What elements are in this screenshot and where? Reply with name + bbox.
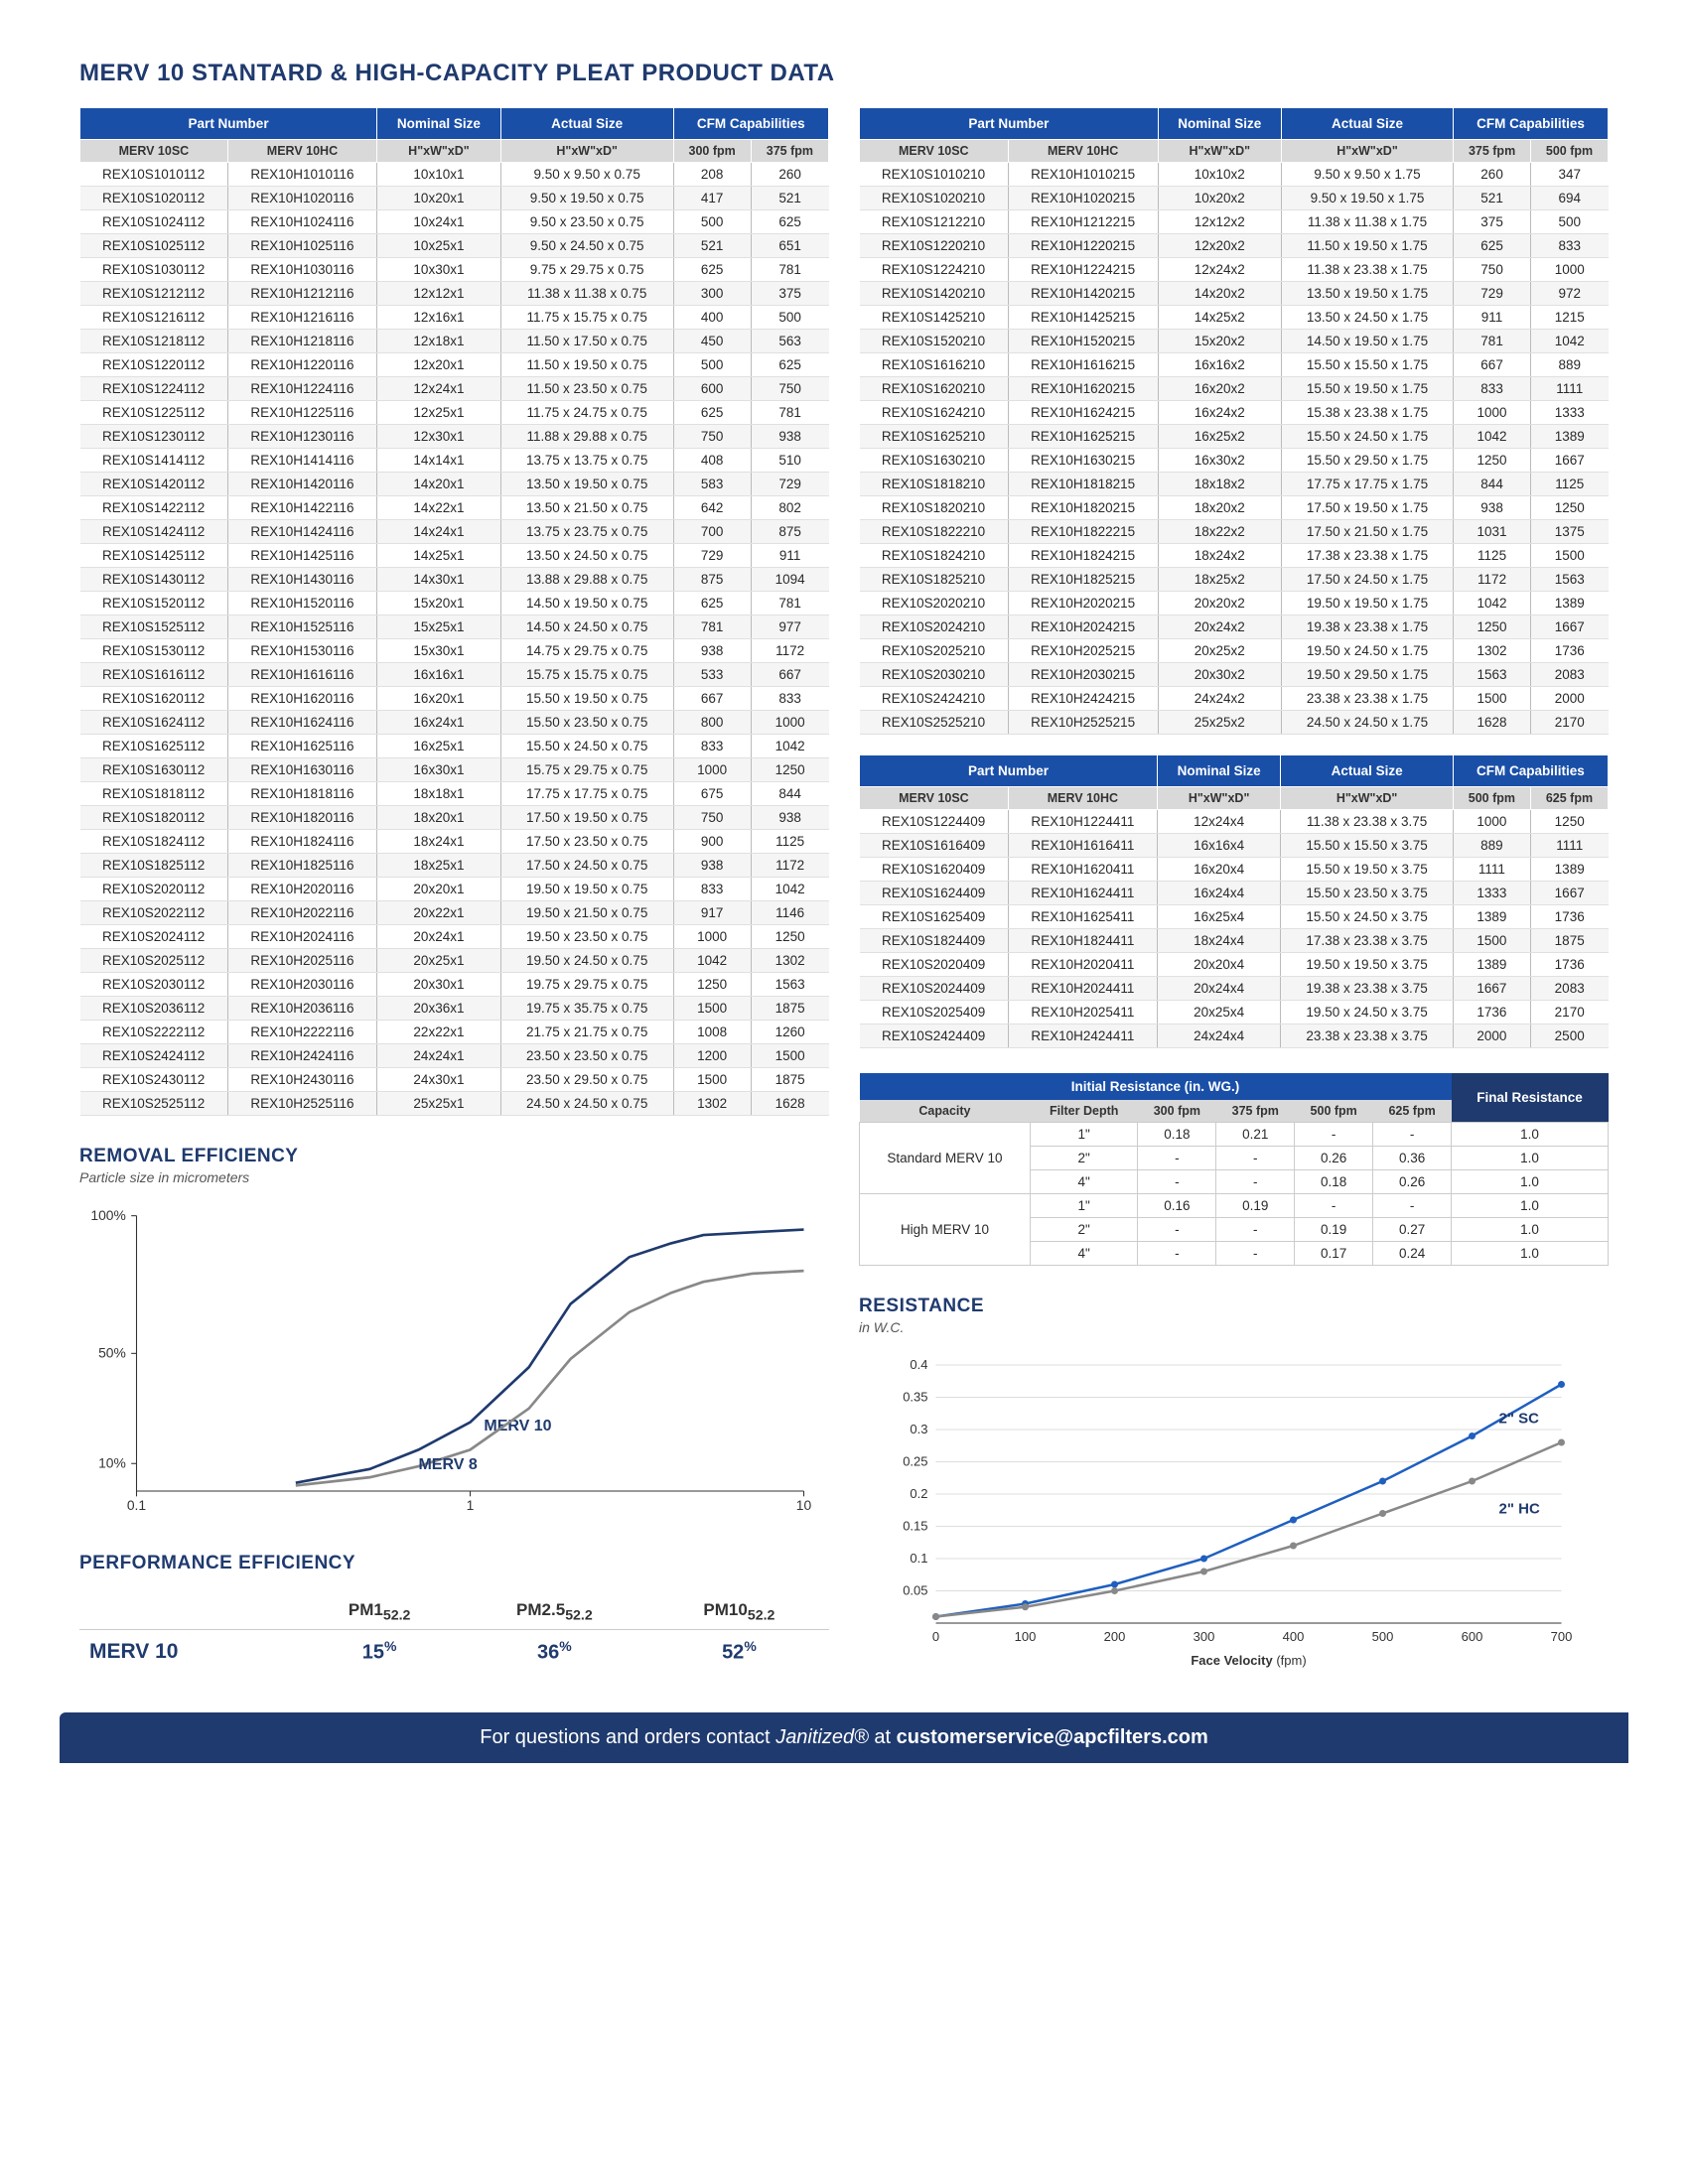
svg-text:50%: 50% bbox=[98, 1345, 126, 1361]
removal-title: REMOVAL EFFICIENCY bbox=[79, 1146, 829, 1167]
svg-text:1: 1 bbox=[467, 1497, 475, 1513]
perf-table: PM152.2PM2.552.2PM1052.2 MERV 1015%36%52… bbox=[79, 1594, 829, 1673]
svg-text:0.05: 0.05 bbox=[903, 1583, 927, 1598]
th-actual: Actual Size bbox=[500, 108, 673, 140]
svg-text:100%: 100% bbox=[90, 1207, 125, 1223]
svg-text:400: 400 bbox=[1283, 1629, 1305, 1644]
svg-text:10%: 10% bbox=[98, 1455, 126, 1471]
svg-text:0.1: 0.1 bbox=[127, 1497, 147, 1513]
footer-bar: For questions and orders contact Janitiz… bbox=[60, 1712, 1628, 1763]
resistance-chart: 0.05 0.1 0.15 0.2 0.25 0.3 0.35 0.4 0 100 200 300 40… bbox=[859, 1355, 1609, 1673]
perf-title: PERFORMANCE EFFICIENCY bbox=[79, 1553, 829, 1574]
svg-text:0: 0 bbox=[932, 1629, 939, 1644]
resist-table: Initial Resistance (in. WG.) Final Resis… bbox=[859, 1073, 1609, 1266]
svg-text:100: 100 bbox=[1015, 1629, 1037, 1644]
svg-text:0.4: 0.4 bbox=[910, 1357, 927, 1372]
svg-text:300: 300 bbox=[1194, 1629, 1215, 1644]
svg-text:0.1: 0.1 bbox=[910, 1551, 927, 1566]
resistance-title: RESISTANCE bbox=[859, 1296, 1609, 1317]
product-table-3: Part Number Nominal Size Actual Size CFM… bbox=[859, 754, 1609, 1048]
svg-text:500: 500 bbox=[1372, 1629, 1394, 1644]
svg-text:700: 700 bbox=[1551, 1629, 1573, 1644]
svg-text:200: 200 bbox=[1104, 1629, 1126, 1644]
svg-text:0.15: 0.15 bbox=[903, 1519, 927, 1534]
product-table-1: Part Number Nominal Size Actual Size CFM… bbox=[79, 107, 829, 1116]
svg-text:MERV 8: MERV 8 bbox=[418, 1456, 477, 1473]
th-cfm: CFM Capabilities bbox=[673, 108, 828, 140]
svg-text:0.35: 0.35 bbox=[903, 1390, 927, 1405]
svg-text:600: 600 bbox=[1462, 1629, 1483, 1644]
svg-text:0.3: 0.3 bbox=[910, 1422, 927, 1436]
removal-chart: 10%50%100%0.1110MERV 10MERV 8 bbox=[79, 1205, 829, 1523]
svg-text:0.2: 0.2 bbox=[910, 1486, 927, 1501]
svg-text:2" SC: 2" SC bbox=[1499, 1411, 1540, 1428]
resistance-sub: in W.C. bbox=[859, 1319, 1609, 1335]
svg-text:2" HC: 2" HC bbox=[1499, 1501, 1540, 1518]
svg-text:10: 10 bbox=[796, 1497, 812, 1513]
product-table-2: Part Number Nominal Size Actual Size CFM… bbox=[859, 107, 1609, 735]
svg-text:Face Velocity (fpm): Face Velocity (fpm) bbox=[1191, 1653, 1306, 1668]
th-part: Part Number bbox=[80, 108, 377, 140]
svg-text:0.25: 0.25 bbox=[903, 1454, 927, 1469]
page-title: MERV 10 STANTARD & HIGH-CAPACITY PLEAT P… bbox=[79, 60, 1609, 87]
th-nominal: Nominal Size bbox=[377, 108, 501, 140]
removal-sub: Particle size in micrometers bbox=[79, 1169, 829, 1185]
